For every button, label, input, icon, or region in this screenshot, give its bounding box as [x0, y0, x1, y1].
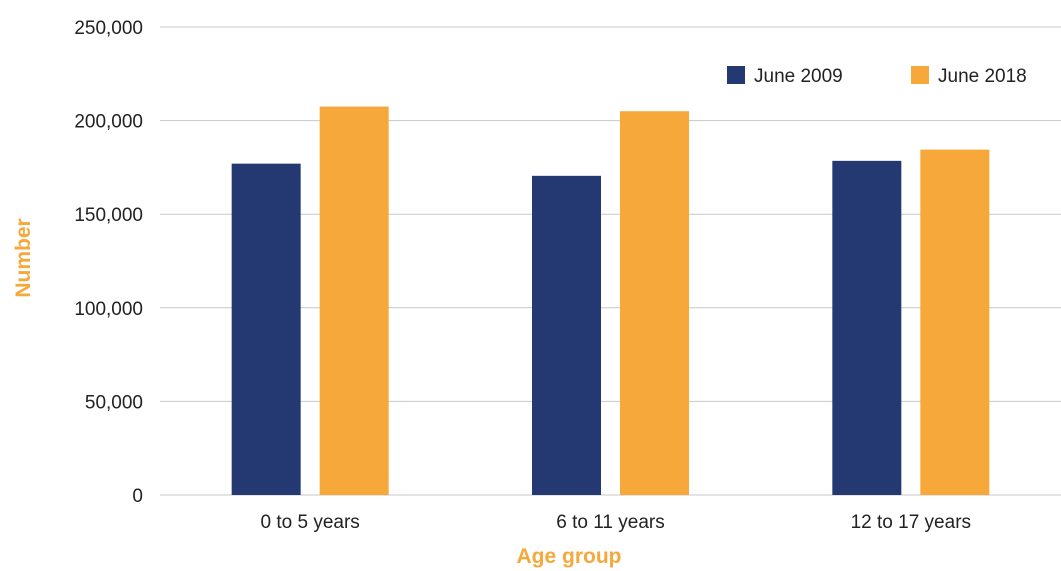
x-tick-label: 0 to 5 years: [261, 512, 360, 533]
y-tick-label: 200,000: [74, 112, 143, 133]
bar: [832, 160, 902, 495]
legend-swatch: [911, 66, 929, 84]
y-tick-label: 0: [132, 486, 143, 507]
legend-label: June 2018: [938, 66, 1027, 87]
gridlines: [160, 26, 1061, 496]
x-tick-label: 6 to 11 years: [556, 512, 664, 533]
y-tick-label: 100,000: [74, 299, 143, 320]
x-axis-title: Age group: [517, 545, 622, 568]
y-axis-title: Number: [12, 218, 35, 297]
legend-swatch: [727, 66, 745, 84]
y-axis-ticks: 0 50,000 100,000 150,000 200,000 250,000: [74, 18, 143, 507]
bar: [620, 111, 689, 496]
bar: [231, 163, 301, 495]
bars: [231, 106, 990, 496]
y-tick-label: 250,000: [74, 18, 143, 39]
legend-label: June 2009: [754, 66, 843, 87]
bar: [319, 106, 389, 495]
x-tick-label: 12 to 17 years: [851, 512, 971, 533]
x-axis-ticks: 0 to 5 years 6 to 11 years 12 to 17 years: [261, 512, 972, 533]
bar: [532, 175, 601, 495]
legend: June 2009 June 2018: [727, 66, 1027, 87]
y-tick-label: 50,000: [85, 392, 143, 413]
bar: [920, 149, 990, 495]
y-tick-label: 150,000: [74, 205, 143, 226]
